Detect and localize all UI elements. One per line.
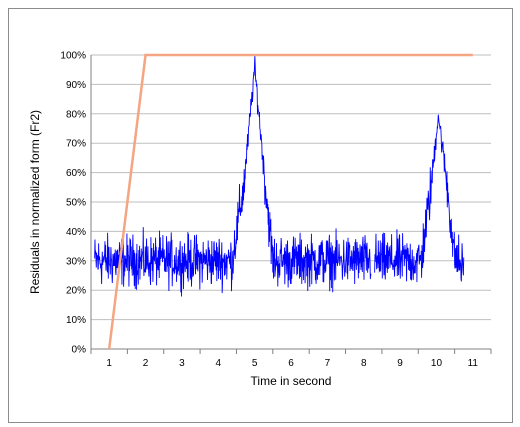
series-line: [107, 53, 473, 350]
x-tick-label: 10: [431, 358, 443, 369]
x-tick-label: 2: [143, 358, 149, 369]
series-segment: [272, 228, 372, 293]
y-tick-label: 0%: [72, 345, 87, 356]
x-tick-label: 6: [288, 358, 294, 369]
x-tick-label: 5: [252, 358, 258, 369]
series-segment: [232, 54, 274, 274]
x-tick-label: 9: [397, 358, 403, 369]
y-tick-label: 80%: [66, 109, 86, 120]
series-1: [94, 54, 465, 297]
series-2: [107, 53, 473, 350]
y-tick-label: 70%: [66, 139, 86, 150]
x-axis-title: Time in second: [251, 374, 332, 388]
y-tick-label: 90%: [66, 80, 86, 91]
y-tick-label: 50%: [66, 198, 86, 209]
y-tick-label: 60%: [66, 168, 86, 179]
y-tick-label: 20%: [66, 286, 86, 297]
y-axis-title: Residuals in normalized form (Fr2): [28, 110, 42, 294]
x-tick-label: 1: [106, 358, 112, 369]
x-tick-label: 4: [215, 358, 221, 369]
series-segment: [421, 114, 456, 268]
tick-labels: 0% 10% 20% 30% 40% 50% 60% 70% 80% 90% 100% 1 2 3 4 5 6 7…: [60, 51, 478, 370]
series-segment: [454, 234, 465, 282]
chart-canvas: 0% 10% 20% 30% 40% 50% 60% 70% 80% 90% 100% 1 2 3 4 5 6 7…: [28, 51, 492, 388]
x-tick-label: 7: [325, 358, 331, 369]
y-tick-label: 100%: [60, 51, 86, 62]
axes: [90, 55, 492, 354]
y-tick-label: 10%: [66, 315, 86, 326]
x-tick-label: 3: [179, 358, 185, 369]
y-tick-label: 30%: [66, 256, 86, 267]
series-segment: [374, 229, 423, 283]
x-tick-label: 8: [361, 358, 367, 369]
series-layer: [94, 53, 473, 350]
x-tick-label: 11: [468, 358, 479, 369]
y-tick-label: 40%: [66, 227, 86, 238]
chart-frame: 0% 10% 20% 30% 40% 50% 60% 70% 80% 90% 100% 1 2 3 4 5 6 7…: [8, 8, 513, 423]
series-segment: [94, 227, 234, 297]
